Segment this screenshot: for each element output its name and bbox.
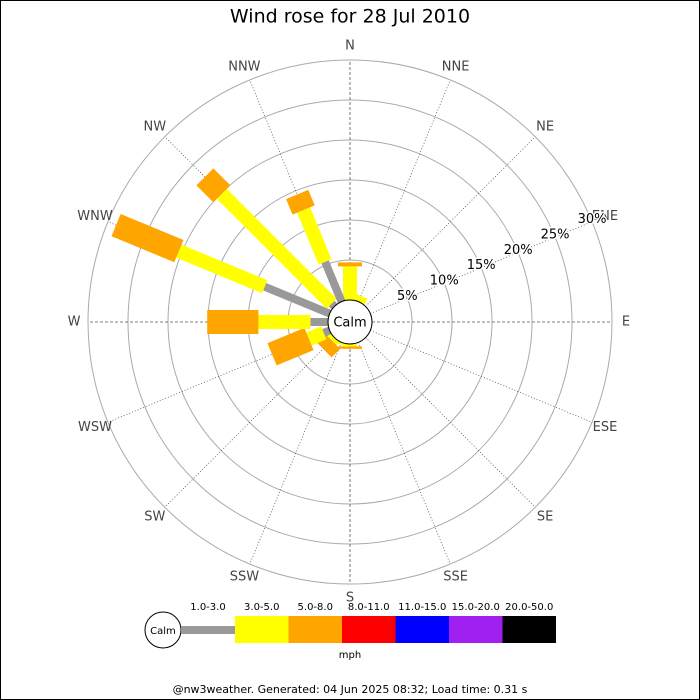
legend-swatch (502, 616, 556, 643)
legend-label: 5.0-8.0 (298, 602, 333, 613)
calm-circle (327, 299, 373, 345)
legend-swatch (288, 616, 342, 643)
bar-segment (351, 293, 368, 305)
bar-segment (286, 189, 315, 215)
legend-swatch (449, 616, 503, 643)
legend-label: 15.0-20.0 (452, 602, 500, 613)
legend-label: 8.0-11.0 (348, 602, 390, 613)
spoke (370, 330, 593, 423)
bar-segment (263, 282, 332, 318)
spoke (249, 342, 342, 565)
bar-segment (338, 262, 362, 267)
bar-segment (310, 318, 328, 326)
direction-label: SSW (230, 569, 260, 584)
legend-label: 1.0-3.0 (190, 602, 225, 613)
direction-label: SSE (443, 569, 468, 584)
bar-segment (297, 207, 332, 265)
direction-label: NNW (228, 60, 260, 75)
r-tick-label: 10% (430, 273, 459, 288)
direction-label: WNW (77, 209, 113, 224)
r-tick-label: 25% (541, 228, 570, 243)
bar-segment (207, 310, 259, 334)
legend-label: 11.0-15.0 (398, 602, 446, 613)
r-tick-label: 15% (467, 258, 496, 273)
bar-segment (321, 260, 346, 304)
legend-unit: mph (339, 650, 361, 661)
direction-label: W (68, 315, 81, 330)
bar-segment (111, 214, 184, 263)
direction-label: ENE (592, 209, 618, 224)
chart-title: Wind rose for 28 Jul 2010 (230, 6, 470, 28)
direction-label: NE (536, 119, 554, 134)
direction-label: N (345, 39, 355, 54)
bar-segment (338, 346, 362, 349)
spoke (164, 337, 335, 508)
legend-label: 3.0-5.0 (244, 602, 279, 613)
direction-label: NW (144, 119, 167, 134)
grid-ring (87, 59, 613, 585)
spoke (370, 221, 593, 314)
bar-segment (176, 244, 268, 294)
bar-segment (267, 327, 314, 366)
r-tick-label: 30% (578, 212, 607, 227)
direction-label: NNE (442, 60, 470, 75)
r-tick-label: 5% (397, 289, 418, 304)
legend-swatch (395, 616, 449, 643)
direction-label: S (346, 591, 354, 606)
bar-segment (343, 266, 357, 300)
legend-calm-label: Calm (150, 626, 176, 637)
legend-swatch (342, 616, 396, 643)
spoke (365, 136, 536, 307)
footer: @nw3weather. Generated: 04 Jun 2025 08:3… (173, 683, 528, 696)
r-tick-label: 20% (504, 243, 533, 258)
legend-label: 20.0-50.0 (505, 602, 553, 613)
bar-segment (258, 315, 311, 329)
direction-label: E (622, 315, 630, 330)
legend-swatch (181, 626, 235, 634)
spoke (358, 79, 451, 302)
spoke (358, 342, 451, 565)
direction-label: ESE (593, 420, 618, 435)
direction-label: WSW (78, 420, 112, 435)
spoke (365, 337, 536, 508)
bar-segment (306, 326, 327, 346)
calm-label: Calm (333, 316, 366, 331)
direction-label: SE (537, 510, 553, 525)
bar-segment (328, 300, 338, 310)
bar-segment (343, 344, 357, 347)
bar-segment (216, 188, 337, 309)
direction-label: SW (144, 510, 165, 525)
legend-swatch (235, 616, 289, 643)
bar-segment (326, 332, 340, 346)
